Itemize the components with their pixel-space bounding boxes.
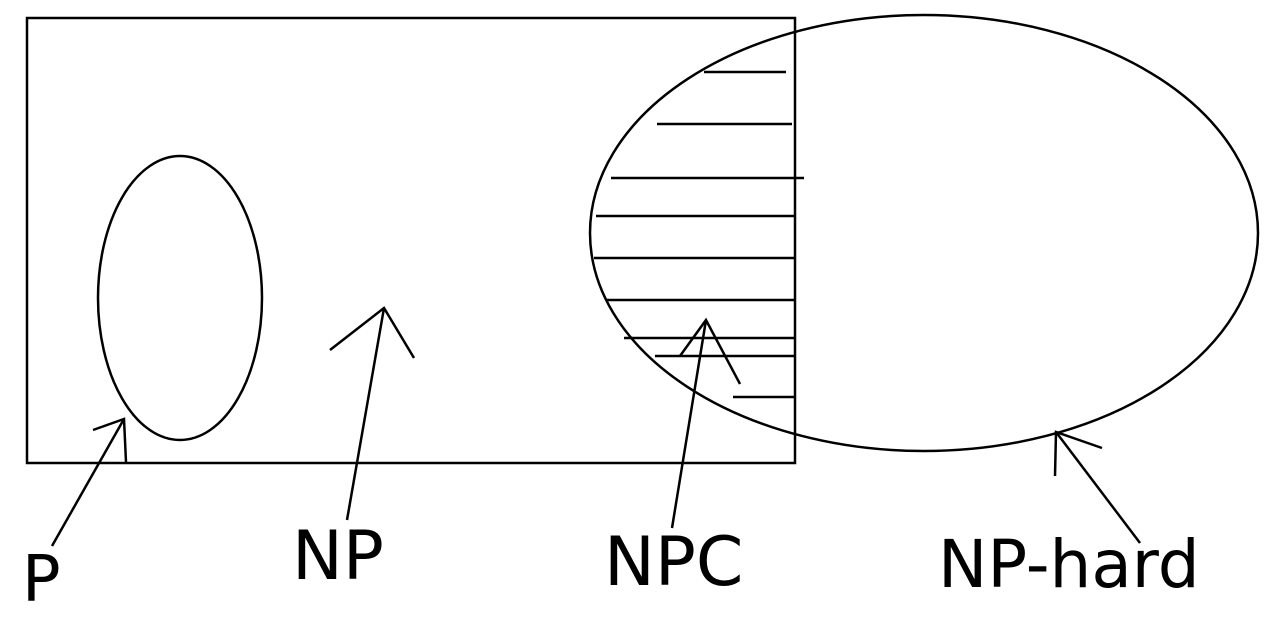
label-np: NP: [292, 517, 384, 596]
arrow-np-hard: [1053, 430, 1141, 544]
arrow-np: [329, 306, 416, 521]
label-npc: NPC: [604, 523, 744, 602]
label-p: P: [22, 543, 61, 617]
np-hard-ellipse: [588, 13, 1260, 453]
p-ellipse: [96, 154, 264, 442]
npc-hatching: [594, 70, 804, 399]
arrow-npc: [670, 317, 742, 529]
np-rectangle: [25, 16, 797, 465]
arrow-p: [50, 417, 128, 547]
label-np-hard: NP-hard: [938, 526, 1200, 603]
